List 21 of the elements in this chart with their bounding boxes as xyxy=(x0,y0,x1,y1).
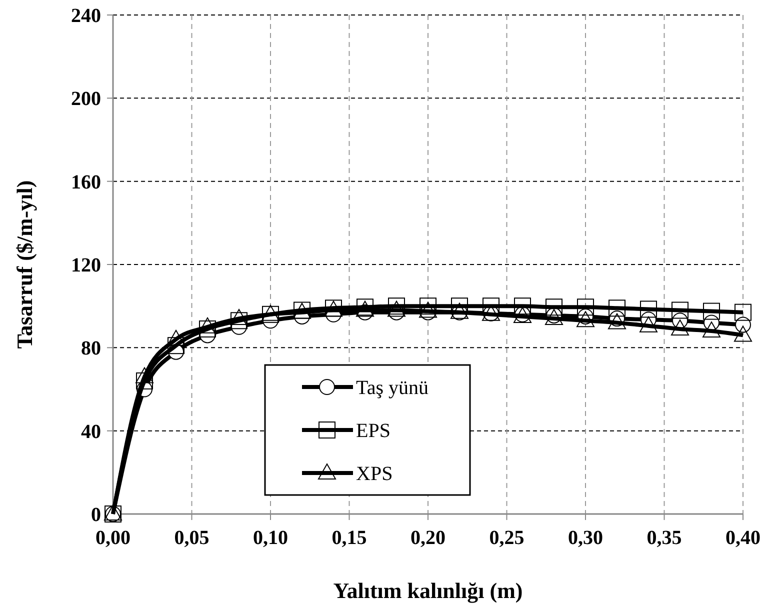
x-tick-label: 0,10 xyxy=(253,527,288,549)
legend-label: Taş yünü xyxy=(356,377,428,399)
x-tick-label: 0,20 xyxy=(410,527,446,549)
y-axis-title: Tasarruf ($/m-yıl) xyxy=(12,180,37,349)
y-tick-label: 0 xyxy=(91,504,101,526)
y-tick-label: 160 xyxy=(71,171,101,194)
y-tick-label: 40 xyxy=(81,420,101,443)
y-tick-label: 240 xyxy=(71,5,101,27)
x-tick-label: 0,40 xyxy=(726,527,760,549)
y-tick-label: 120 xyxy=(71,254,101,276)
y-tick-label: 200 xyxy=(71,88,101,110)
x-tick-label: 0,30 xyxy=(568,527,603,549)
x-axis-title: Yalıtım kalınlığı (m) xyxy=(333,578,523,603)
x-tick-label: 0,05 xyxy=(174,527,210,549)
x-tick-label: 0,00 xyxy=(96,527,130,549)
y-tick-label: 80 xyxy=(81,338,101,360)
x-tick-label: 0,25 xyxy=(489,527,524,549)
x-tick-label: 0,15 xyxy=(332,527,367,549)
legend-label: EPS xyxy=(356,420,390,442)
x-tick-label: 0,35 xyxy=(646,527,682,549)
legend-label: XPS xyxy=(356,463,393,485)
